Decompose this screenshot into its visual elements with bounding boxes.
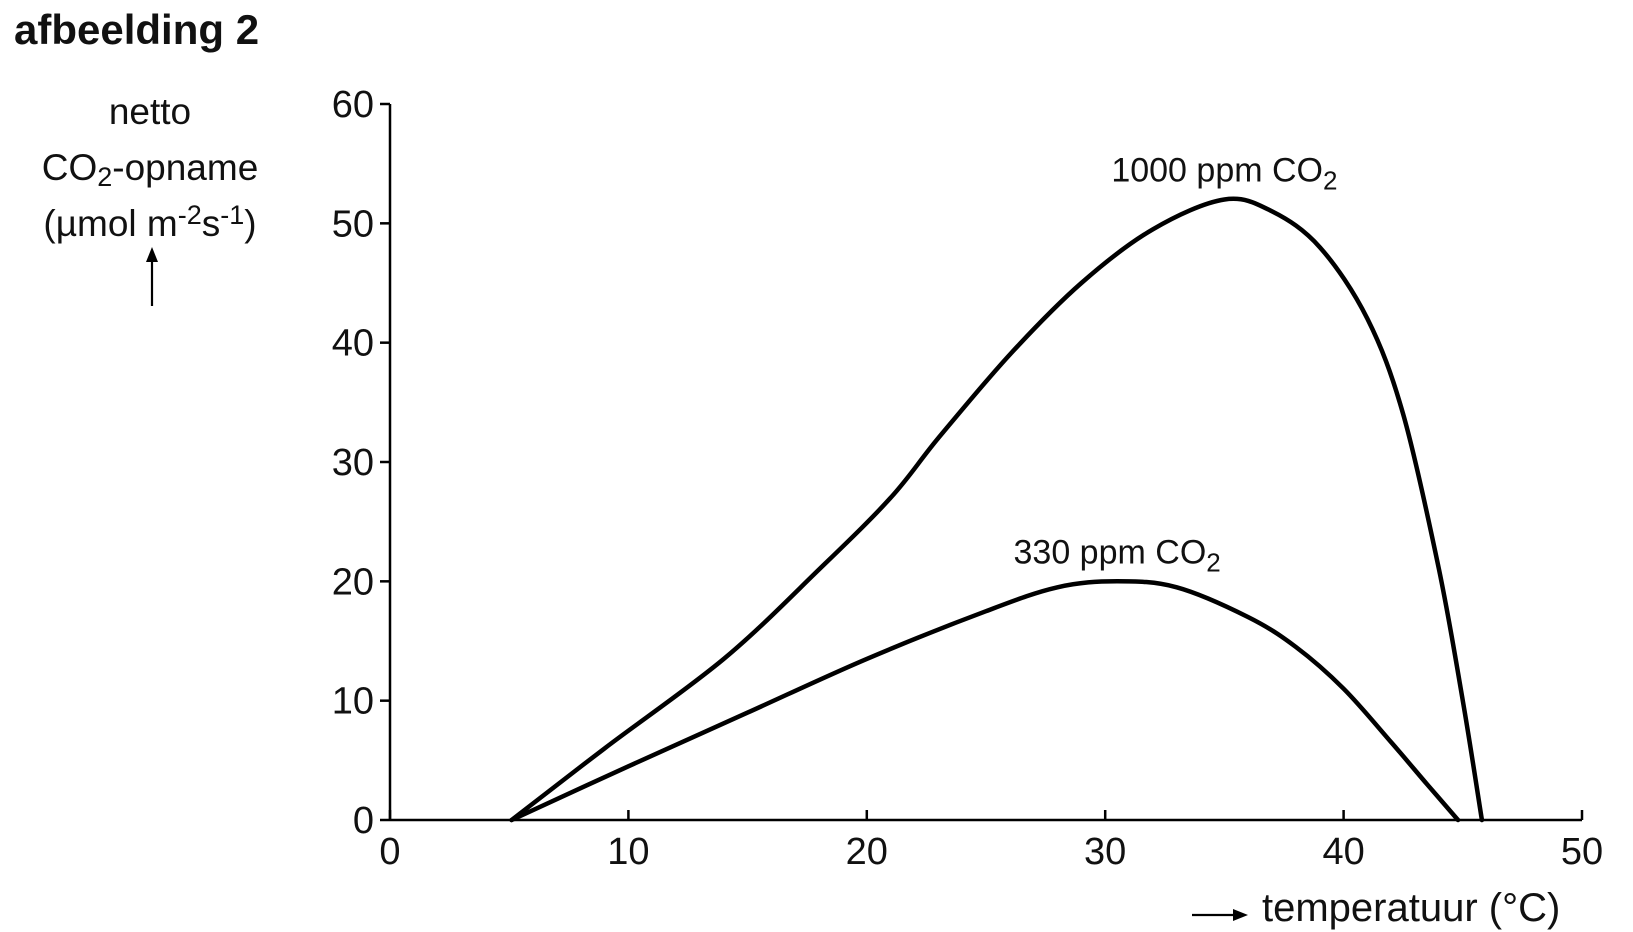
y-tick-label: 30 — [332, 442, 374, 484]
y-axis-label-sub: 2 — [97, 162, 113, 192]
figure-title: afbeelding 2 — [14, 6, 260, 53]
y-axis-label-sup1: -2 — [177, 200, 202, 230]
y-tick-label: 50 — [332, 203, 374, 245]
y-tick-label: 10 — [332, 681, 374, 723]
x-tick-label: 10 — [607, 831, 649, 873]
axes: 0 10 20 30 40 50 60 0 10 20 30 40 50 — [332, 84, 1603, 873]
y-axis-label-line1: netto — [108, 91, 192, 132]
x-axis-label: temperatuur (°C) — [1262, 886, 1561, 930]
y-axis-label-co: CO — [41, 147, 98, 188]
x-tick-label: 50 — [1561, 831, 1603, 873]
y-tick-label: 60 — [332, 84, 374, 126]
y-axis-label-unit-b: s — [201, 203, 221, 244]
series-line-330ppm — [509, 579, 1461, 823]
y-axis-label-line2: CO2-opname — [0, 140, 300, 196]
x-tick-label: 40 — [1322, 831, 1364, 873]
curves: 1000 ppm CO2 330 ppm CO2 — [509, 151, 1485, 823]
series-label-330ppm: 330 ppm CO2 — [1014, 533, 1221, 577]
y-label-arrowhead-icon — [146, 247, 158, 262]
y-axis-label: netto CO2-opname (µmol m-2s-1) — [0, 84, 300, 252]
series-line-1000ppm — [509, 196, 1485, 823]
series-label-1000ppm: 1000 ppm CO2 — [1111, 151, 1337, 195]
y-axis-label-unit-a: (µmol m — [43, 203, 178, 244]
y-axis-label-opname: -opname — [112, 147, 259, 188]
y-axis-label-unit-c: ) — [244, 203, 257, 244]
y-tick-label: 40 — [332, 323, 374, 365]
y-tick-label: 0 — [353, 800, 374, 842]
y-axis-label-line3: (µmol m-2s-1) — [0, 196, 300, 252]
y-tick-label: 20 — [332, 561, 374, 603]
x-label-arrowhead-icon — [1233, 909, 1248, 921]
x-tick-label: 0 — [379, 831, 400, 873]
x-tick-label: 20 — [846, 831, 888, 873]
y-axis-label-sup2: -1 — [220, 200, 245, 230]
x-tick-label: 30 — [1084, 831, 1126, 873]
